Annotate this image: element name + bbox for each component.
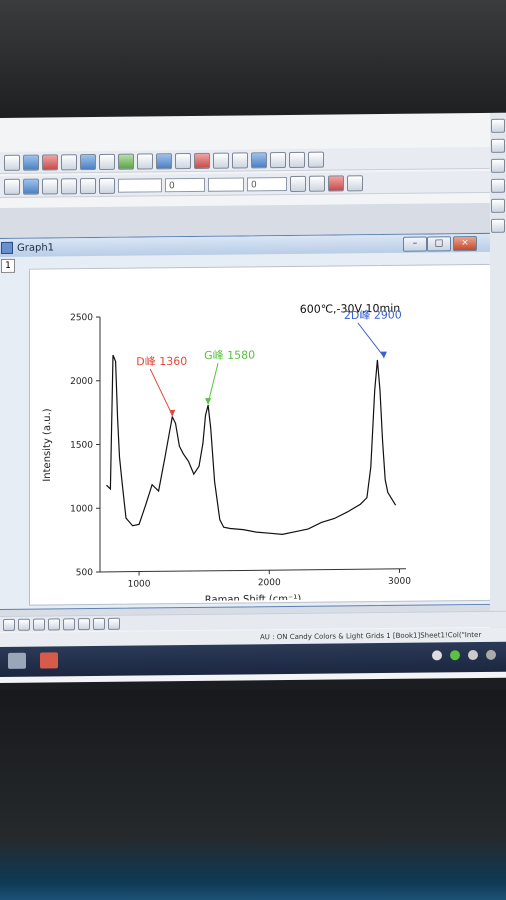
x-tick-label: 2000: [258, 578, 281, 588]
bottom-tool-2-icon[interactable]: [18, 618, 30, 631]
symbol-combo[interactable]: [208, 176, 244, 192]
y-tick-label: 2500: [70, 313, 93, 323]
y-tick-label: 500: [76, 568, 93, 578]
size-combo[interactable]: 0: [247, 176, 287, 191]
filter-icon[interactable]: [289, 151, 305, 168]
taskbar-app-2-icon[interactable]: [40, 652, 58, 669]
pen-icon[interactable]: [80, 177, 96, 194]
tray-1-icon[interactable]: [432, 650, 442, 661]
fill-color-icon[interactable]: [42, 177, 58, 195]
y-tick-label: 1500: [70, 441, 93, 451]
peak-annotation: G峰 1580: [204, 349, 255, 363]
monitor-bezel-bottom: [0, 690, 506, 900]
export-icon[interactable]: [23, 154, 39, 171]
peak-annotation: D峰 1360: [136, 355, 187, 369]
sort-icon[interactable]: [232, 151, 248, 169]
new-window-icon[interactable]: [80, 153, 96, 170]
chart-icon[interactable]: [175, 152, 191, 169]
maximize-button[interactable]: □: [427, 236, 451, 252]
bar-chart-icon[interactable]: [251, 151, 267, 168]
m-icon[interactable]: [328, 174, 344, 192]
screen: 0 0 Graph1 – □ × 1 500 1000 1500 2000 2500 10…: [0, 112, 506, 683]
bottom-tool-3-icon[interactable]: [33, 618, 45, 631]
x-tick-label: 3000: [388, 577, 411, 587]
peak-arrow: [149, 368, 173, 416]
peak-arrowhead: [380, 351, 387, 359]
tray-4-icon[interactable]: [486, 649, 496, 660]
format-toolbar: 0 0: [0, 170, 506, 198]
bottom-tool-6-icon[interactable]: [78, 617, 90, 630]
grid-icon[interactable]: [309, 175, 325, 192]
right-tool-2-icon[interactable]: [491, 138, 505, 153]
peak-arrow: [357, 322, 385, 357]
import-icon[interactable]: [156, 152, 172, 169]
right-tool-6-icon[interactable]: [491, 218, 505, 233]
taskbar: [0, 641, 506, 677]
zoom-icon[interactable]: [137, 152, 153, 170]
graph-page: 500 1000 1500 2000 2500 1000 2000 3000 Raman Shi…: [29, 263, 491, 606]
taskbar-app-1-icon[interactable]: [8, 652, 26, 669]
peak-arrowhead: [205, 398, 212, 406]
line-width-combo[interactable]: 0: [165, 177, 205, 192]
font-color-icon[interactable]: [23, 178, 39, 195]
chart-title: 600℃,-30V,10min: [300, 302, 401, 316]
pattern-icon[interactable]: [61, 177, 77, 194]
raman-chart: 500 1000 1500 2000 2500 1000 2000 3000 Raman Shi…: [42, 302, 411, 606]
close-button[interactable]: ×: [453, 236, 477, 252]
bottom-tool-5-icon[interactable]: [63, 617, 75, 630]
tree-icon[interactable]: [118, 153, 134, 170]
peak-annotation: 2D峰 2900: [344, 308, 402, 322]
peak-arrow: [207, 362, 219, 404]
graph-window-icon: [1, 241, 13, 254]
y-axis-title: Intensity (a.u.): [42, 408, 53, 482]
bottom-tool-1-icon[interactable]: [3, 618, 15, 631]
minimize-button[interactable]: –: [403, 236, 427, 252]
right-tool-3-icon[interactable]: [491, 158, 505, 173]
worksheet-icon[interactable]: [99, 153, 115, 170]
x-axis-line: [100, 568, 406, 573]
peak-arrowhead: [169, 409, 176, 417]
graph-icon[interactable]: [42, 153, 58, 171]
layout-icon[interactable]: [61, 153, 77, 170]
right-tool-4-icon[interactable]: [491, 178, 505, 193]
graph-window-title: Graph1: [17, 241, 55, 254]
filter-clear-icon[interactable]: [308, 151, 324, 168]
right-tool-5-icon[interactable]: [491, 198, 505, 213]
standard-toolbar: [0, 146, 506, 174]
y-tick-label: 1000: [70, 504, 93, 514]
column-stats-icon[interactable]: [213, 152, 229, 169]
symbol-icon[interactable]: [99, 177, 115, 194]
line-type-combo[interactable]: [118, 177, 162, 193]
layer-tab[interactable]: 1: [1, 258, 15, 273]
bottom-tool-4-icon[interactable]: [48, 617, 60, 630]
column-chart-icon[interactable]: [270, 151, 286, 168]
x-icon[interactable]: [347, 174, 363, 191]
bottom-tool-7-icon[interactable]: [93, 617, 105, 630]
graph-window: Graph1 – □ × 1 500 1000 1500 2000 2500 1000 20…: [0, 232, 496, 611]
graph-window-titlebar[interactable]: Graph1 – □ ×: [0, 233, 495, 258]
hatch-icon[interactable]: [290, 175, 306, 192]
line-style-icon[interactable]: [4, 178, 20, 195]
x-tick-label: 1000: [128, 579, 151, 589]
bottom-tool-8-icon[interactable]: [108, 617, 120, 630]
monitor-bezel-top: [0, 0, 506, 130]
print-icon[interactable]: [4, 154, 20, 171]
x-axis-title: Raman Shift (cm⁻¹): [205, 594, 302, 603]
raman-spectrum-line: [106, 354, 397, 535]
y-tick-label: 2000: [70, 377, 93, 387]
tray-3-icon[interactable]: [468, 649, 478, 661]
right-tool-1-icon[interactable]: [491, 118, 505, 133]
tray-2-icon[interactable]: [450, 650, 460, 661]
right-toolbar: [490, 112, 506, 633]
refresh-icon[interactable]: [194, 152, 210, 169]
